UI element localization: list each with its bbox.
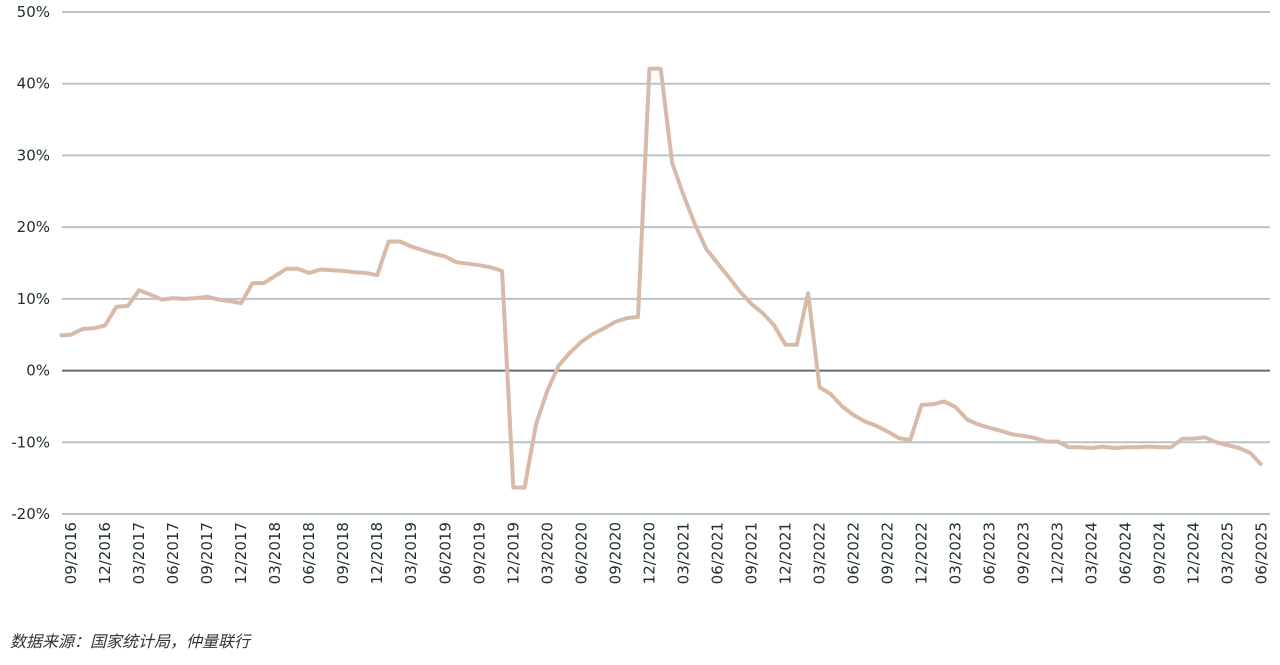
x-tick-label: 03/2025 [1219,522,1237,584]
x-tick-label: 06/2019 [436,522,454,584]
x-tick-label: 09/2021 [742,522,760,584]
x-tick-label: 12/2016 [96,522,114,584]
chart: -20% -10% 0% 10% 20% 30% 40% 50% 09/2016 12/2016 0… [11,3,1271,584]
x-tick-label: 06/2025 [1253,522,1271,584]
x-tick-label: 09/2018 [334,522,352,584]
y-tick-label: 50% [17,3,50,21]
x-tick-label: 12/2021 [776,522,794,584]
x-tick-label: 06/2024 [1117,522,1135,584]
x-tick-label: 06/2018 [300,522,318,584]
y-tick-label: -20% [11,505,50,523]
x-tick-label: 03/2018 [266,522,284,584]
y-tick-label: 20% [17,218,50,236]
y-tick-label: 10% [17,290,50,308]
x-tick-label: 12/2018 [368,522,386,584]
x-tick-label: 03/2021 [674,522,692,584]
x-tick-label: 09/2024 [1151,522,1169,584]
x-tick-label: 09/2022 [879,522,897,584]
source-note: 数据来源：国家统计局，仲量联行 [10,632,251,651]
x-tick-label: 12/2023 [1049,522,1067,584]
x-tick-label: 12/2024 [1185,522,1203,584]
x-tick-label: 12/2019 [504,522,522,584]
x-tick-label: 09/2023 [1015,522,1033,584]
x-tick-label: 06/2021 [708,522,726,584]
x-tick-label: 06/2023 [981,522,999,584]
x-tick-label: 03/2019 [402,522,420,584]
x-tick-label: 03/2017 [130,522,148,584]
x-tick-label: 12/2022 [913,522,931,584]
x-tick-label: 09/2017 [198,522,216,584]
y-tick-label: 40% [17,75,50,93]
x-tick-label: 03/2024 [1083,522,1101,584]
y-tick-label: 30% [17,146,50,164]
x-tick-label: 06/2020 [572,522,590,584]
x-tick-label: 03/2022 [810,522,828,584]
x-tick-label: 12/2017 [232,522,250,584]
x-tick-label: 06/2022 [845,522,863,584]
data-line [59,66,1264,490]
y-tick-label: 0% [26,362,50,380]
x-tick-label: 12/2020 [640,522,658,584]
y-tick-label: -10% [11,433,50,451]
x-tick-label: 09/2019 [470,522,488,584]
x-tick-label: 06/2017 [164,522,182,584]
x-tick-label: 09/2016 [62,522,80,584]
x-tick-label: 03/2020 [538,522,556,584]
x-tick-label: 03/2023 [947,522,965,584]
x-tick-label: 09/2020 [606,522,624,584]
